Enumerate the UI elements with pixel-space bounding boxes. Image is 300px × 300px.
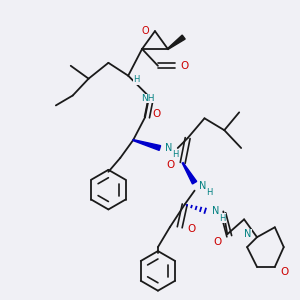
- Polygon shape: [167, 35, 185, 49]
- Text: H: H: [206, 188, 213, 197]
- Text: N: N: [212, 206, 219, 216]
- Text: O: O: [280, 267, 289, 277]
- Text: H: H: [219, 214, 226, 223]
- Text: O: O: [167, 160, 175, 170]
- Text: N: N: [244, 229, 252, 239]
- Text: NH: NH: [141, 94, 155, 103]
- Text: O: O: [181, 61, 189, 71]
- Polygon shape: [133, 140, 160, 150]
- Text: O: O: [188, 224, 196, 234]
- Text: O: O: [213, 237, 221, 247]
- Text: N: N: [199, 181, 206, 191]
- Text: H: H: [172, 151, 179, 160]
- Text: O: O: [153, 109, 161, 119]
- Text: H: H: [133, 75, 139, 84]
- Text: N: N: [165, 143, 172, 153]
- Text: O: O: [141, 26, 149, 36]
- Polygon shape: [182, 163, 197, 184]
